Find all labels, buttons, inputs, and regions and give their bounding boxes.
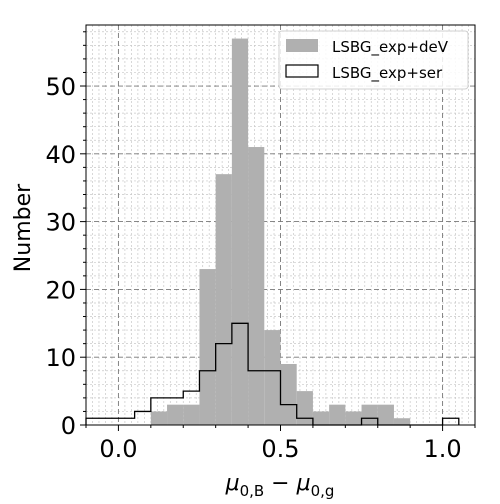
y-tick-label: 50 [45, 73, 76, 101]
histogram-bar [231, 38, 249, 425]
y-tick-label: 10 [45, 344, 76, 372]
x-axis-label-mu2: μ [296, 471, 311, 496]
histogram-bar [296, 391, 313, 425]
histogram-bar [199, 269, 216, 425]
legend-swatch-filled [286, 39, 318, 52]
legend-label-step: LSBG_exp+ser [332, 64, 443, 83]
histogram-bar [361, 404, 378, 425]
histogram-bar [150, 411, 168, 425]
x-axis-label-sub2: 0,g [311, 482, 335, 500]
y-tick-label: 40 [45, 141, 76, 169]
histogram-bar [393, 418, 411, 425]
axes: 0.0 0.5 1.0 0 10 20 30 40 50 [45, 24, 476, 463]
legend: LSBG_exp+deV LSBG_exp+ser [278, 30, 469, 90]
histogram-bar [264, 330, 281, 425]
histogram-bar [215, 174, 232, 425]
histogram-bar [248, 147, 265, 425]
x-axis-label-mu: μ [225, 471, 240, 496]
x-axis-label-sub1: 0,B [240, 482, 265, 500]
histogram-bar [377, 404, 394, 425]
legend-swatch-step [285, 64, 319, 78]
x-tick-label: 1.0 [423, 435, 461, 463]
histogram-bar [183, 404, 200, 425]
histogram-bar [312, 411, 330, 425]
histogram-bar [280, 363, 297, 425]
filled-histogram [150, 38, 411, 425]
x-axis-label: μ0,B − μ0,g [225, 471, 335, 500]
legend-label-filled: LSBG_exp+deV [332, 38, 449, 57]
histogram-bar [329, 404, 346, 425]
x-tick-label: 0.5 [261, 435, 299, 463]
y-tick-label: 20 [45, 276, 76, 304]
y-tick-label: 0 [61, 412, 76, 440]
y-axis-label: Number [11, 183, 36, 272]
y-tick-label: 30 [45, 209, 76, 237]
x-axis-label-minus: − [264, 471, 296, 496]
histogram-bar [167, 404, 184, 425]
x-tick-label: 0.0 [99, 435, 137, 463]
legend-box [278, 30, 469, 90]
histogram-bar [345, 411, 362, 425]
